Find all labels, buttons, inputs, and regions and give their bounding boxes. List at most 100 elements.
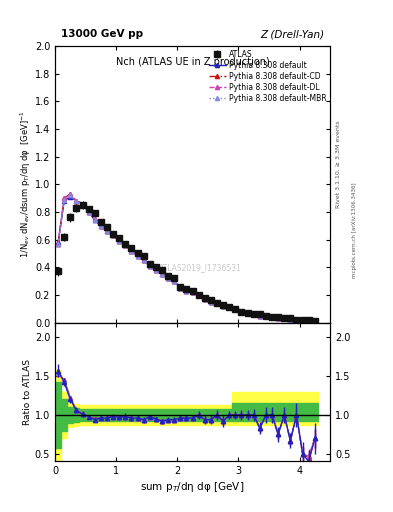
Pythia 8.308 default-DL — [172, 278, 176, 284]
Pythia 8.308 default — [68, 194, 73, 200]
Pythia 8.308 default-CD — [233, 306, 238, 312]
Pythia 8.308 default-DL — [264, 312, 268, 318]
Pythia 8.308 default-DL — [300, 318, 305, 324]
Line: Pythia 8.308 default-CD: Pythia 8.308 default-CD — [56, 192, 317, 324]
Text: Nch (ATLAS UE in Z production): Nch (ATLAS UE in Z production) — [116, 57, 270, 67]
Pythia 8.308 default — [141, 257, 146, 263]
Pythia 8.308 default — [147, 263, 152, 269]
Pythia 8.308 default-DL — [196, 292, 201, 298]
Pythia 8.308 default-DL — [105, 228, 109, 234]
Pythia 8.308 default-MBR — [123, 242, 128, 248]
Pythia 8.308 default — [196, 292, 201, 298]
Pythia 8.308 default-MBR — [111, 232, 116, 239]
Line: Pythia 8.308 default-MBR: Pythia 8.308 default-MBR — [56, 194, 317, 324]
Pythia 8.308 default — [117, 238, 121, 244]
Pythia 8.308 default — [74, 198, 79, 204]
Pythia 8.308 default-DL — [312, 318, 317, 325]
Pythia 8.308 default-CD — [80, 201, 85, 207]
Line: Pythia 8.308 default: Pythia 8.308 default — [56, 195, 317, 324]
Pythia 8.308 default-MBR — [184, 288, 189, 294]
Pythia 8.308 default — [111, 232, 116, 239]
Pythia 8.308 default-MBR — [221, 303, 226, 309]
Pythia 8.308 default — [227, 304, 231, 310]
Pythia 8.308 default-MBR — [154, 267, 158, 273]
Pythia 8.308 default-DL — [239, 308, 244, 314]
Pythia 8.308 default — [80, 201, 85, 207]
Pythia 8.308 default-MBR — [68, 193, 73, 199]
Pythia 8.308 default-MBR — [307, 318, 311, 325]
Pythia 8.308 default-MBR — [166, 275, 171, 282]
Pythia 8.308 default — [233, 306, 238, 312]
Pythia 8.308 default-DL — [178, 285, 183, 291]
X-axis label: sum p$_{T}$/dη dφ [GeV]: sum p$_{T}$/dη dφ [GeV] — [140, 480, 245, 494]
Pythia 8.308 default-CD — [288, 317, 293, 323]
Pythia 8.308 default — [288, 317, 293, 323]
Pythia 8.308 default-DL — [233, 306, 238, 312]
Pythia 8.308 default-MBR — [135, 253, 140, 259]
Pythia 8.308 default — [129, 248, 134, 254]
Pythia 8.308 default-MBR — [80, 201, 85, 207]
Pythia 8.308 default-CD — [294, 317, 299, 323]
Pythia 8.308 default-CD — [307, 318, 311, 325]
Pythia 8.308 default-DL — [257, 312, 262, 318]
Pythia 8.308 default-MBR — [190, 289, 195, 295]
Pythia 8.308 default-CD — [123, 242, 128, 248]
Pythia 8.308 default-CD — [276, 315, 281, 322]
Pythia 8.308 default-MBR — [239, 308, 244, 314]
Pythia 8.308 default-CD — [68, 191, 73, 197]
Pythia 8.308 default-MBR — [56, 241, 61, 247]
Pythia 8.308 default — [276, 315, 281, 322]
Pythia 8.308 default-MBR — [105, 228, 109, 234]
Pythia 8.308 default-DL — [215, 300, 219, 306]
Pythia 8.308 default-CD — [270, 314, 274, 320]
Pythia 8.308 default-MBR — [233, 306, 238, 312]
Pythia 8.308 default-CD — [141, 257, 146, 263]
Pythia 8.308 default-DL — [209, 299, 213, 305]
Pythia 8.308 default-DL — [74, 198, 79, 204]
Legend: ATLAS, Pythia 8.308 default, Pythia 8.308 default-CD, Pythia 8.308 default-DL, P: ATLAS, Pythia 8.308 default, Pythia 8.30… — [207, 48, 328, 104]
Pythia 8.308 default-CD — [86, 209, 91, 215]
Pythia 8.308 default-CD — [245, 310, 250, 316]
Pythia 8.308 default — [184, 288, 189, 294]
Pythia 8.308 default-CD — [92, 216, 97, 222]
Pythia 8.308 default — [300, 318, 305, 324]
Pythia 8.308 default-CD — [154, 267, 158, 273]
Pythia 8.308 default-MBR — [62, 197, 66, 203]
Pythia 8.308 default — [190, 289, 195, 295]
Pythia 8.308 default-CD — [147, 263, 152, 269]
Pythia 8.308 default-CD — [190, 289, 195, 295]
Pythia 8.308 default — [154, 267, 158, 273]
Pythia 8.308 default — [282, 315, 286, 322]
Pythia 8.308 default-CD — [117, 238, 121, 244]
Pythia 8.308 default — [239, 308, 244, 314]
Pythia 8.308 default-CD — [62, 195, 66, 201]
Pythia 8.308 default — [62, 198, 66, 204]
Text: ATLAS2019_I1736531: ATLAS2019_I1736531 — [160, 263, 242, 272]
Pythia 8.308 default-DL — [117, 238, 121, 244]
Pythia 8.308 default-MBR — [257, 312, 262, 318]
Pythia 8.308 default-MBR — [178, 285, 183, 291]
Pythia 8.308 default-MBR — [215, 300, 219, 306]
Pythia 8.308 default-CD — [99, 223, 103, 229]
Pythia 8.308 default-MBR — [196, 292, 201, 298]
Pythia 8.308 default-CD — [239, 308, 244, 314]
Pythia 8.308 default-CD — [252, 311, 256, 317]
Pythia 8.308 default-MBR — [141, 257, 146, 263]
Pythia 8.308 default-MBR — [245, 310, 250, 316]
Pythia 8.308 default — [166, 275, 171, 282]
Pythia 8.308 default-MBR — [300, 318, 305, 324]
Pythia 8.308 default — [86, 209, 91, 215]
Pythia 8.308 default-CD — [172, 278, 176, 284]
Pythia 8.308 default-DL — [227, 304, 231, 310]
Pythia 8.308 default — [294, 317, 299, 323]
Pythia 8.308 default-CD — [135, 253, 140, 259]
Text: Rivet 3.1.10, ≥ 3.3M events: Rivet 3.1.10, ≥ 3.3M events — [336, 120, 341, 208]
Pythia 8.308 default-CD — [166, 275, 171, 282]
Pythia 8.308 default-DL — [62, 195, 66, 201]
Pythia 8.308 default-CD — [282, 315, 286, 322]
Pythia 8.308 default-DL — [68, 191, 73, 197]
Pythia 8.308 default-DL — [270, 314, 274, 320]
Pythia 8.308 default — [105, 228, 109, 234]
Pythia 8.308 default — [264, 312, 268, 318]
Pythia 8.308 default-MBR — [147, 263, 152, 269]
